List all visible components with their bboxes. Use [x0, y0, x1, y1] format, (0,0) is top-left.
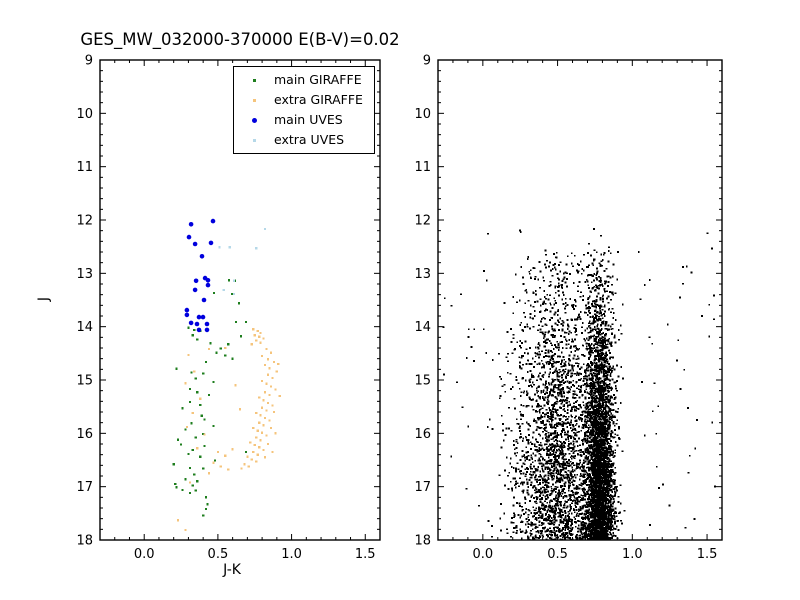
svg-text:0.5: 0.5 [547, 547, 568, 562]
svg-text:0.0: 0.0 [472, 547, 493, 562]
svg-text:10: 10 [414, 107, 431, 122]
extra-uves-marker-icon [252, 138, 256, 142]
main-uves-marker-icon [251, 117, 257, 123]
svg-text:1.5: 1.5 [355, 547, 376, 562]
svg-text:9: 9 [85, 54, 93, 69]
svg-text:11: 11 [76, 160, 93, 175]
svg-text:14: 14 [414, 320, 431, 335]
legend-label: main GIRAFFE [274, 71, 362, 87]
svg-text:10: 10 [76, 107, 93, 122]
svg-text:12: 12 [76, 214, 93, 229]
legend-item-extra-uves: extra UVES [234, 130, 374, 150]
svg-text:17: 17 [414, 480, 431, 495]
svg-text:17: 17 [76, 480, 93, 495]
svg-text:15: 15 [414, 374, 431, 389]
svg-text:1.0: 1.0 [622, 547, 643, 562]
legend-item-main-giraffe: main GIRAFFE [234, 70, 374, 90]
main-giraffe-marker-icon [252, 78, 256, 82]
legend-label: extra GIRAFFE [274, 91, 363, 107]
svg-text:18: 18 [414, 534, 431, 549]
svg-text:14: 14 [76, 320, 93, 335]
legend-box: main GIRAFFE extra GIRAFFE main UVES ext… [233, 66, 375, 154]
legend-item-main-uves: main UVES [234, 110, 374, 130]
figure-title: GES_MW_032000-370000 E(B-V)=0.02 [80, 30, 400, 49]
svg-text:18: 18 [76, 534, 93, 549]
x-axis-label: J-K [223, 562, 241, 578]
legend-item-extra-giraffe: extra GIRAFFE [234, 90, 374, 110]
y-axis-label: J [36, 296, 52, 302]
svg-text:16: 16 [414, 427, 431, 442]
legend-label: main UVES [274, 111, 343, 127]
svg-text:12: 12 [414, 214, 431, 229]
svg-text:0.0: 0.0 [134, 547, 155, 562]
svg-text:11: 11 [414, 160, 431, 175]
legend-label: extra UVES [274, 131, 345, 147]
svg-text:1.0: 1.0 [281, 547, 302, 562]
svg-text:0.5: 0.5 [208, 547, 229, 562]
svg-text:1.5: 1.5 [697, 547, 718, 562]
svg-text:13: 13 [76, 267, 93, 282]
svg-text:13: 13 [414, 267, 431, 282]
extra-giraffe-marker-icon [252, 98, 256, 102]
svg-text:9: 9 [423, 54, 431, 69]
svg-text:16: 16 [76, 427, 93, 442]
svg-text:15: 15 [76, 374, 93, 389]
